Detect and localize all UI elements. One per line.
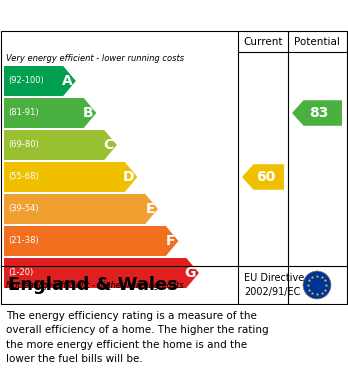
Text: Very energy efficient - lower running costs: Very energy efficient - lower running co… <box>6 54 184 63</box>
Polygon shape <box>4 66 76 96</box>
Text: (55-68): (55-68) <box>8 172 39 181</box>
Text: E: E <box>145 202 155 216</box>
Text: F: F <box>166 234 175 248</box>
Text: G: G <box>184 266 196 280</box>
Text: Energy Efficiency Rating: Energy Efficiency Rating <box>8 7 229 23</box>
Text: Potential: Potential <box>294 37 340 47</box>
Text: EU Directive
2002/91/EC: EU Directive 2002/91/EC <box>244 273 304 297</box>
Text: (1-20): (1-20) <box>8 269 33 278</box>
Text: Current: Current <box>243 37 283 47</box>
Polygon shape <box>4 194 158 224</box>
Text: (39-54): (39-54) <box>8 204 39 213</box>
Polygon shape <box>4 258 199 288</box>
Text: D: D <box>123 170 134 184</box>
Text: A: A <box>62 74 73 88</box>
Text: (69-80): (69-80) <box>8 140 39 149</box>
Polygon shape <box>242 164 284 190</box>
Text: 60: 60 <box>256 170 275 184</box>
Circle shape <box>303 271 331 299</box>
Text: (92-100): (92-100) <box>8 77 44 86</box>
Text: Not energy efficient - higher running costs: Not energy efficient - higher running co… <box>6 281 184 290</box>
Polygon shape <box>4 98 96 128</box>
Text: B: B <box>83 106 93 120</box>
Polygon shape <box>292 100 342 126</box>
Polygon shape <box>4 130 117 160</box>
Text: (21-38): (21-38) <box>8 237 39 246</box>
Polygon shape <box>4 226 179 256</box>
Text: (81-91): (81-91) <box>8 108 39 118</box>
Text: England & Wales: England & Wales <box>8 276 178 294</box>
Polygon shape <box>4 162 137 192</box>
Text: The energy efficiency rating is a measure of the
overall efficiency of a home. T: The energy efficiency rating is a measur… <box>6 311 269 364</box>
Text: C: C <box>104 138 114 152</box>
Text: 83: 83 <box>310 106 329 120</box>
